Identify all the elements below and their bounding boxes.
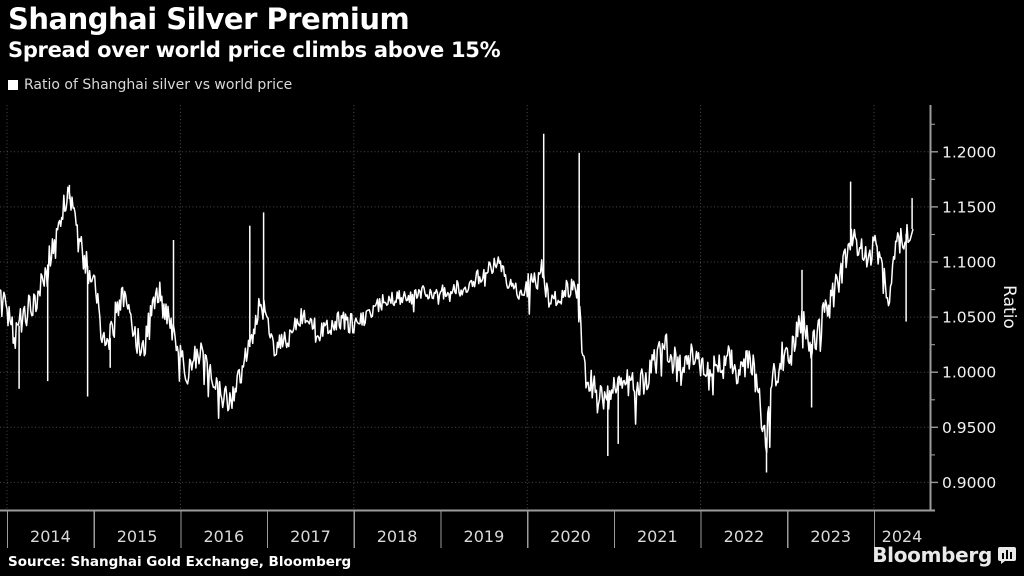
source-note: Source: Shanghai Gold Exchange, Bloomber… <box>8 554 352 570</box>
page-subtitle: Spread over world price climbs above 15% <box>8 38 501 62</box>
y-tick-label: 0.9000 <box>942 474 996 492</box>
y-tick-label: 1.0500 <box>942 309 996 327</box>
x-tick-label: 2021 <box>637 527 678 546</box>
y-tick-label: 1.0000 <box>942 364 996 382</box>
x-tick-label: 2018 <box>377 527 418 546</box>
ratio-line-series <box>0 186 914 454</box>
x-tick-label: 2015 <box>117 527 158 546</box>
y-tick-label: 1.1500 <box>942 198 996 216</box>
bloomberg-wordmark: Bloomberg <box>872 543 992 567</box>
x-tick-label: 2014 <box>30 527 71 546</box>
y-axis-title: Ratio <box>999 285 1019 329</box>
bloomberg-logo: Bloomberg <box>872 543 1016 567</box>
y-tick-label: 1.1000 <box>942 254 996 272</box>
bloomberg-terminal-icon <box>998 546 1016 564</box>
x-tick-label: 2017 <box>290 527 331 546</box>
legend-square-icon <box>8 80 18 90</box>
x-tick-label: 2019 <box>464 527 505 546</box>
legend: Ratio of Shanghai silver vs world price <box>8 77 292 93</box>
x-tick-label: 2024 <box>882 527 923 546</box>
x-tick-label: 2023 <box>810 527 851 546</box>
x-tick-label: 2020 <box>550 527 591 546</box>
page-title: Shanghai Silver Premium <box>8 2 410 36</box>
y-tick-label: 1.2000 <box>942 143 996 161</box>
legend-label: Ratio of Shanghai silver vs world price <box>24 77 293 93</box>
x-tick-label: 2022 <box>724 527 765 546</box>
x-tick-label: 2016 <box>203 527 244 546</box>
y-tick-label: 0.9500 <box>942 419 996 437</box>
